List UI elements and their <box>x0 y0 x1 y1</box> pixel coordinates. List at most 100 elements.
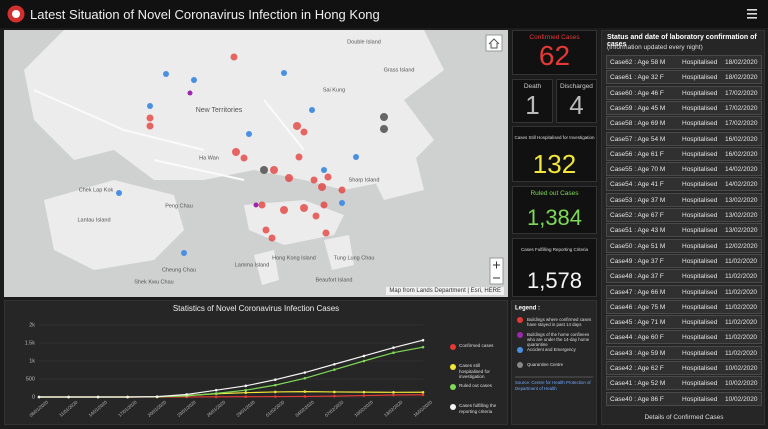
case-cell: Case47 : Age 66 M <box>610 288 666 296</box>
stat-value: 1,384 <box>526 205 583 230</box>
legend-swatch <box>450 364 456 370</box>
data-point <box>274 378 277 382</box>
logo <box>7 5 25 23</box>
case-row[interactable]: Case62 : Age 58 M Hospitalised 18/02/2020 <box>606 55 762 69</box>
case-row[interactable]: Case43 : Age 59 M Hospitalised 11/02/2020 <box>606 345 762 360</box>
case-row[interactable]: Case61 : Age 32 F Hospitalised 18/02/2020 <box>606 70 762 85</box>
case-cell: Case45 : Age 71 M <box>610 319 666 327</box>
data-point <box>362 390 366 394</box>
series-line <box>39 339 424 398</box>
case-row[interactable]: Case60 : Age 46 F Hospitalised 17/02/2020 <box>606 85 762 100</box>
stat-value: 1,578 <box>526 268 583 293</box>
place-label: Sharp Island <box>349 177 380 183</box>
case-row[interactable]: Case46 : Age 75 M Hospitalised 11/02/2020 <box>606 299 762 314</box>
place-label: Cheung Chau <box>162 267 196 273</box>
case-cell: 13/02/2020 <box>725 227 758 235</box>
legend-icon <box>517 347 523 353</box>
case-list: Status and date of laboratory confirmati… <box>601 30 765 425</box>
legend-item: Buildings where confirmed cases have sta… <box>527 317 591 327</box>
legend-source-text[interactable]: Source: Centre for Health Protection of … <box>515 380 591 391</box>
legend-entry: Ruled out cases <box>459 383 492 388</box>
header: Latest Situation of Novel Coronavirus In… <box>0 0 768 28</box>
place-label: Sai Kung <box>323 87 345 93</box>
case-row[interactable]: Case48 : Age 37 F Hospitalised 11/02/2020 <box>606 269 762 284</box>
case-cell: Case57 : Age 54 M <box>610 135 666 143</box>
stat-tile: Discharged 4 <box>556 79 597 123</box>
data-point <box>392 393 395 397</box>
case-row[interactable]: Case41 : Age 52 M Hospitalised 10/02/2020 <box>606 376 762 391</box>
chart-title: Statistics of Novel Coronavirus Infectio… <box>173 304 339 313</box>
place-label: Peng Chau <box>165 203 193 209</box>
map[interactable]: New Territories Sharp Island Double Island… <box>4 30 508 297</box>
case-row[interactable]: Case57 : Age 54 M Hospitalised 16/02/2020 <box>606 131 762 146</box>
case-cell: 11/02/2020 <box>725 349 758 357</box>
x-tick-label: 20/01/2020 <box>147 399 168 418</box>
case-cell: Hospitalised <box>682 349 718 357</box>
case-cell: 12/02/2020 <box>725 242 758 250</box>
data-point <box>303 395 307 398</box>
case-cell: 11/02/2020 <box>725 303 758 311</box>
data-point <box>333 368 336 371</box>
stat-tile: Cases Still Hospitalised for Investigati… <box>512 126 597 182</box>
case-cell: Case52 : Age 67 F <box>610 212 664 219</box>
data-point <box>421 393 425 397</box>
case-cell: 17/02/2020 <box>725 120 758 128</box>
case-cell: 11/02/2020 <box>725 257 758 265</box>
data-point <box>214 395 218 399</box>
case-list-footer[interactable]: Details of Confirmed Cases <box>644 414 724 421</box>
case-cell: Hospitalised <box>682 365 718 372</box>
data-point <box>303 376 307 380</box>
case-row[interactable]: Case52 : Age 67 F Hospitalised 13/02/2020 <box>606 208 762 222</box>
case-row[interactable]: Case40 : Age 86 F Hospitalised 10/02/2020 <box>606 391 762 406</box>
case-cell: Case61 : Age 32 F <box>610 74 664 82</box>
case-row[interactable]: Case47 : Age 66 M Hospitalised 11/02/2020 <box>606 284 762 299</box>
case-cell: 11/02/2020 <box>725 319 758 327</box>
case-cell: 17/02/2020 <box>725 89 758 97</box>
x-tick-label: 07/02/2020 <box>324 399 345 418</box>
case-cell: Case42 : Age 62 F <box>610 365 664 372</box>
case-row[interactable]: Case56 : Age 61 F Hospitalised 16/02/2020 <box>606 146 762 161</box>
legend-swatch <box>450 344 456 350</box>
place-label: Lantau Island <box>77 217 110 223</box>
case-row[interactable]: Case54 : Age 41 F Hospitalised 14/02/2020 <box>606 177 762 192</box>
case-row[interactable]: Case55 : Age 70 M Hospitalised 14/02/2020 <box>606 162 762 177</box>
data-point <box>392 391 395 394</box>
data-point <box>392 351 395 355</box>
case-cell: Case44 : Age 60 F <box>610 334 664 342</box>
case-cell: Hospitalised <box>682 380 718 388</box>
data-point <box>126 395 129 399</box>
menu-button[interactable] <box>746 8 758 20</box>
case-row[interactable]: Case58 : Age 69 M Hospitalised 17/02/2020 <box>606 116 762 131</box>
case-cell: Hospitalised <box>682 74 718 82</box>
case-row[interactable]: Case49 : Age 37 F Hospitalised 11/02/2020 <box>606 253 762 268</box>
legend: Legend : Buildings where confirmed cases… <box>515 306 593 391</box>
data-point <box>333 362 336 366</box>
data-point <box>303 390 307 393</box>
case-row[interactable]: Case42 : Age 62 F Hospitalised 10/02/2020 <box>606 361 762 375</box>
case-row[interactable]: Case44 : Age 60 F Hospitalised 11/02/2020 <box>606 330 762 345</box>
data-point <box>37 395 41 399</box>
legend-icon <box>517 317 523 323</box>
legend-entry: Confirmed cases <box>459 343 493 348</box>
case-row[interactable]: Case50 : Age 51 M Hospitalised 12/02/2020 <box>606 238 762 253</box>
case-cell: Case43 : Age 59 M <box>610 349 666 357</box>
case-cell: Case51 : Age 43 M <box>610 227 666 235</box>
data-point <box>67 395 70 399</box>
y-tick-label: 1.5k <box>25 340 36 346</box>
case-cell: Hospitalised <box>682 212 718 219</box>
legend-label: Ruled out cases <box>459 383 492 388</box>
case-cell: Hospitalised <box>682 89 718 97</box>
x-tick-label: 29/01/2020 <box>235 399 256 418</box>
case-cell: 10/02/2020 <box>725 365 758 372</box>
case-cell: Hospitalised <box>682 395 718 403</box>
legend-item: Quarantine Centre <box>527 362 563 367</box>
case-row[interactable]: Case51 : Age 43 M Hospitalised 13/02/2020 <box>606 223 762 238</box>
case-row[interactable]: Case45 : Age 71 M Hospitalised 11/02/2020 <box>606 315 762 330</box>
case-cell: Case56 : Age 61 F <box>610 150 664 158</box>
data-point <box>362 359 366 363</box>
data-point <box>214 392 218 395</box>
case-cell: Case58 : Age 69 M <box>610 120 666 128</box>
case-row[interactable]: Case59 : Age 45 M Hospitalised 17/02/2020 <box>606 100 762 115</box>
case-row[interactable]: Case53 : Age 37 M Hospitalised 13/02/2020 <box>606 192 762 207</box>
case-cell: Case62 : Age 58 M <box>610 59 666 66</box>
